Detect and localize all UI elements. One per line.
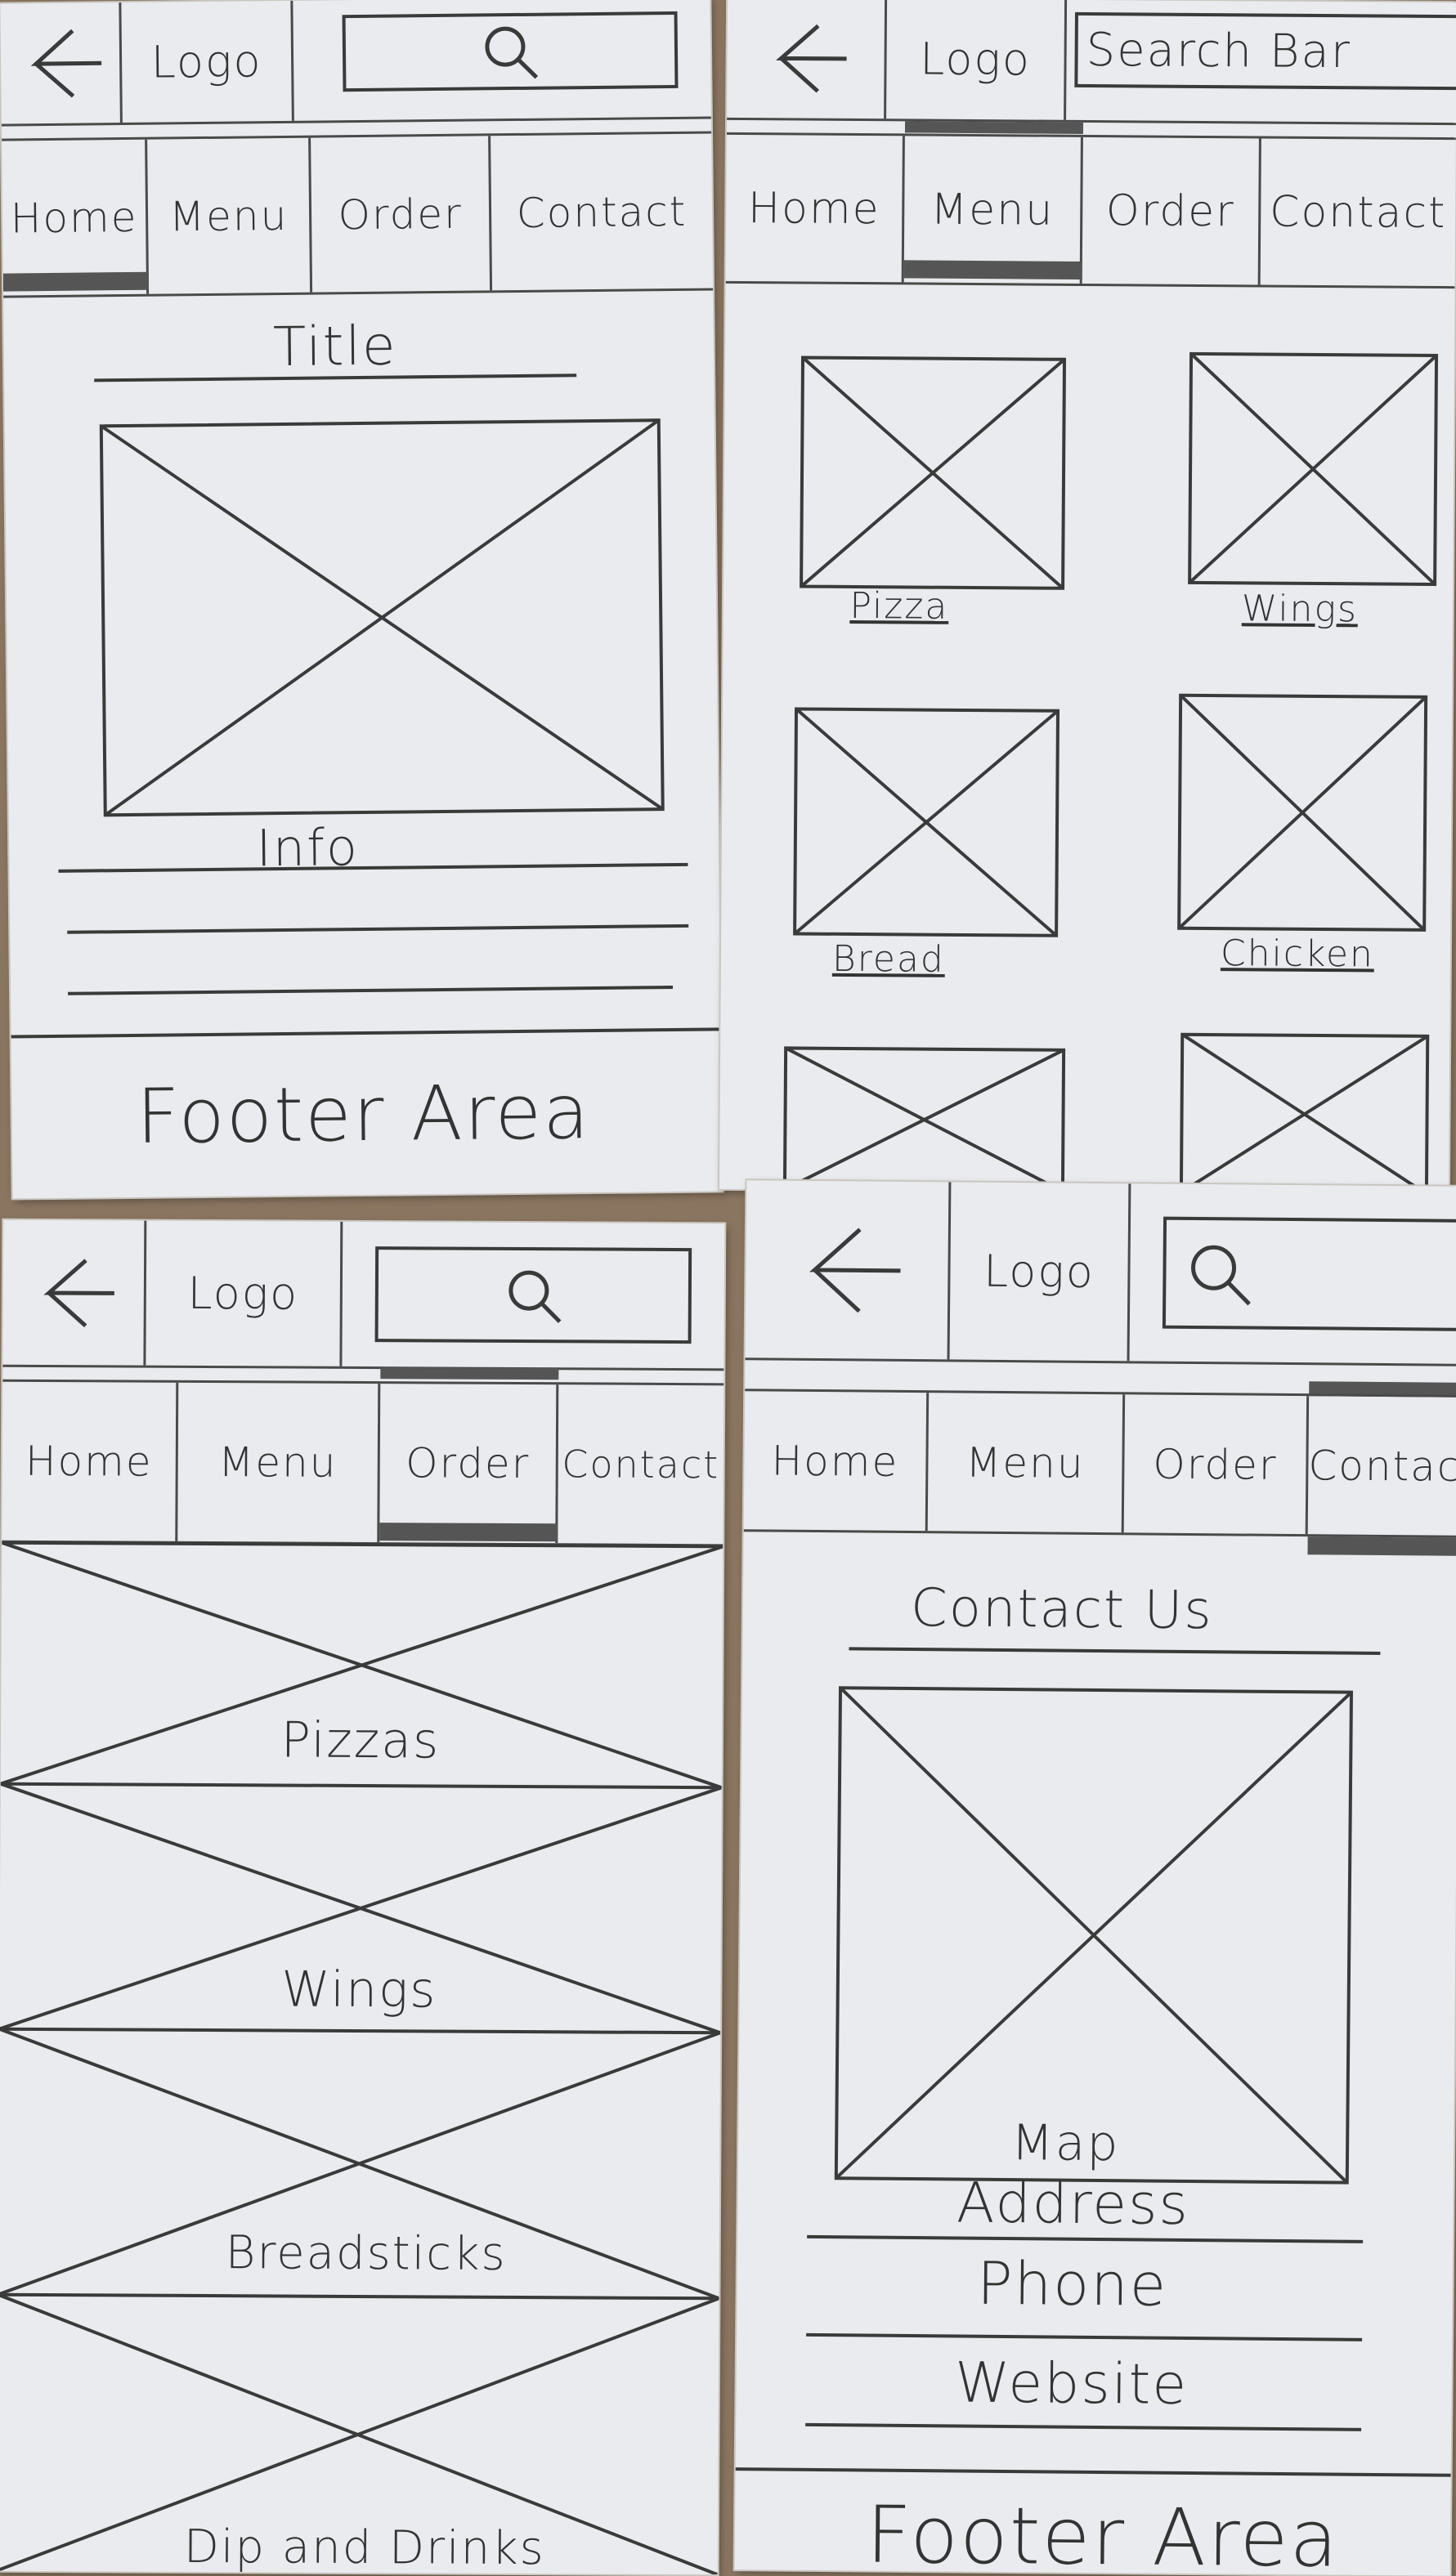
menu-item-label[interactable]: Chicken <box>1220 932 1375 976</box>
image-placeholder-icon <box>782 351 1439 1195</box>
home-screen-sketch: Logo Home Menu Order Contact Title Info … <box>0 0 723 1199</box>
back-arrow-icon <box>43 1258 114 1327</box>
back-button[interactable] <box>0 2 123 124</box>
website-field: Website <box>954 2350 1189 2417</box>
search-icon <box>1191 1245 1251 1305</box>
header-bar: Logo <box>745 1180 1456 1366</box>
back-button[interactable] <box>727 0 888 119</box>
header-bar: Logo <box>2 1219 725 1371</box>
menu-item-label[interactable]: Bread <box>831 937 946 981</box>
map-label: Map <box>1010 2114 1120 2173</box>
search-bar[interactable] <box>342 1222 724 1368</box>
menu-item-label[interactable]: Wings <box>1241 588 1359 631</box>
contact-screen-sketch: Logo Home Menu Order Contact Contact Us … <box>734 1180 1456 2576</box>
order-category[interactable]: Breadsticks <box>225 2226 507 2281</box>
search-bar[interactable] <box>1130 1183 1456 1364</box>
search-bar[interactable] <box>293 0 711 121</box>
back-button[interactable] <box>2 1219 147 1366</box>
back-arrow-icon <box>809 1228 901 1313</box>
order-category[interactable]: Wings <box>281 1961 437 2019</box>
search-icon <box>508 1270 561 1323</box>
order-screen-sketch: Logo Home Menu Order Contact Pizzas Wing… <box>0 1219 725 2575</box>
map-placeholder-icon <box>834 1686 1354 2185</box>
address-field: Address <box>956 2171 1190 2238</box>
order-category[interactable]: Pizzas <box>280 1711 441 1770</box>
image-placeholder-icon <box>0 1541 724 2575</box>
header-bar: Logo <box>0 0 711 127</box>
search-icon <box>485 26 539 79</box>
image-placeholder-icon <box>99 418 665 817</box>
header-bar: Logo Search Bar <box>727 0 1456 126</box>
footer-area: Footer Area <box>136 1068 591 1161</box>
back-button[interactable] <box>745 1180 952 1360</box>
menu-item-label[interactable]: Pizza <box>849 584 949 628</box>
back-arrow-icon <box>30 29 101 98</box>
phone-field: Phone <box>976 2248 1168 2319</box>
order-category[interactable]: Dip and Drinks <box>183 2520 545 2575</box>
menu-screen-sketch: Logo Search Bar Home Menu Order Contact … <box>719 0 1456 1195</box>
footer-area: Footer Area <box>866 2489 1340 2576</box>
back-arrow-icon <box>775 24 847 93</box>
